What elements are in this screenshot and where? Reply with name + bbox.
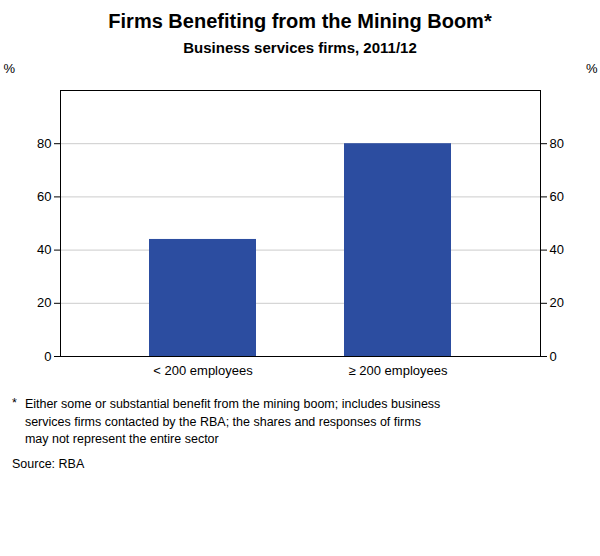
svg-text:0: 0 (550, 349, 557, 364)
svg-text:80: 80 (550, 136, 564, 151)
html-text:Either some or substantial ben: Either some or substantial benefit from … (24, 397, 441, 446)
svg-text:60: 60 (37, 189, 51, 204)
html-text:Firms Benefiting from the Mini: Firms Benefiting from the Mining Boom* (108, 10, 492, 32)
html-text:Business services firms, 2011/: Business services firms, 2011/12 (183, 39, 417, 56)
svg-text:0: 0 (44, 349, 51, 364)
svg-text:< 200 employees: < 200 employees (153, 363, 253, 378)
svg-text:20: 20 (37, 295, 51, 310)
svg-text:%: % (4, 61, 16, 76)
svg-text:%: % (586, 61, 598, 76)
svg-text:40: 40 (37, 242, 51, 257)
svg-text:20: 20 (550, 295, 564, 310)
svg-text:40: 40 (550, 242, 564, 257)
svg-text:80: 80 (37, 136, 51, 151)
svg-text:60: 60 (550, 189, 564, 204)
svg-text:≥ 200 employees: ≥ 200 employees (349, 363, 448, 378)
html-text:Source: RBA: Source: RBA (12, 456, 85, 471)
